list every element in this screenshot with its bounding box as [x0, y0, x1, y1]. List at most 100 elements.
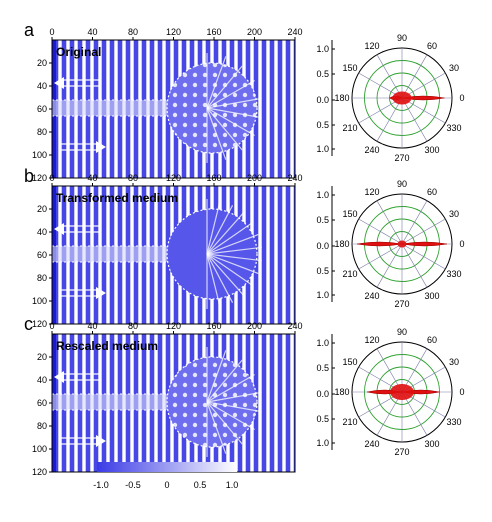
polar-spoke — [358, 243, 403, 270]
wave-ray — [206, 359, 243, 403]
angle-label: 240 — [364, 291, 379, 301]
polar-spoke — [401, 97, 428, 142]
side-lobes — [390, 384, 414, 400]
arrow-right-icon — [59, 287, 106, 299]
polar-plot: 1.00.50.00.51.09060300330300270240210180… — [316, 327, 464, 457]
arrow-left-icon — [54, 371, 101, 383]
angle-label: 150 — [343, 63, 358, 73]
angle-label: 300 — [424, 291, 439, 301]
radial-tick-label: 1.0 — [316, 438, 329, 448]
wave-ray — [206, 246, 262, 255]
channel-region — [52, 246, 172, 262]
x-tick-label: 240 — [287, 173, 302, 183]
x-tick-label: 80 — [128, 27, 138, 37]
side-lobes — [397, 240, 407, 248]
channel-region — [52, 100, 172, 116]
arrow-right-icon — [59, 435, 106, 447]
panel-letter: c — [24, 314, 33, 334]
y-tick-label: 80 — [37, 127, 47, 137]
panel-label: Transformed medium — [56, 191, 178, 205]
wave-ray — [206, 253, 259, 275]
polar-spoke — [376, 243, 403, 288]
colorbar: -1.0 -0.5 0 0.5 1.0 — [93, 462, 238, 490]
radial-tick-label: 0.0 — [316, 95, 329, 105]
radial-tick-label: 0.0 — [316, 241, 329, 251]
y-tick-label: 40 — [37, 81, 47, 91]
angle-label: 240 — [364, 145, 379, 155]
x-tick-label: 200 — [247, 27, 262, 37]
angle-label: 150 — [343, 209, 358, 219]
angle-label: 180 — [334, 387, 349, 397]
y-tick-label: 80 — [37, 421, 47, 431]
angle-label: 180 — [334, 239, 349, 249]
wave-ray — [206, 401, 227, 454]
side-lobes — [392, 91, 412, 105]
angle-label: 90 — [397, 327, 407, 337]
angle-label: 90 — [397, 33, 407, 43]
y-tick-label: 120 — [32, 173, 47, 183]
y-tick-label: 60 — [37, 398, 47, 408]
x-tick-label: 0 — [49, 321, 54, 331]
lens-region — [166, 356, 258, 448]
wave-ray — [206, 253, 262, 262]
colorbar-tick-4: 1.0 — [226, 480, 239, 490]
wave-ray — [206, 373, 255, 403]
arrow-right-icon — [59, 141, 106, 153]
wave-ray — [206, 205, 234, 255]
y-tick-label: 100 — [32, 444, 47, 454]
wave-ray — [206, 391, 262, 403]
x-tick-label: 40 — [87, 27, 97, 37]
wave-ray — [206, 233, 259, 255]
arrow-left-icon — [54, 77, 101, 89]
radial-tick-label: 0.0 — [316, 389, 329, 399]
x-tick-label: 160 — [206, 321, 221, 331]
x-tick-label: 160 — [206, 27, 221, 37]
y-tick-label: 20 — [37, 58, 47, 68]
polar-spoke — [376, 97, 403, 142]
y-tick-label: 20 — [37, 204, 47, 214]
x-tick-label: 80 — [128, 173, 138, 183]
angle-label: 330 — [446, 269, 461, 279]
colorbar-tick-2: 0 — [164, 480, 169, 490]
angle-label: 330 — [446, 123, 461, 133]
x-tick-label: 120 — [166, 27, 181, 37]
x-tick-label: 240 — [287, 27, 302, 37]
wave-ray — [206, 222, 253, 255]
x-tick-label: 0 — [49, 173, 54, 183]
wave-ray — [206, 350, 227, 403]
colorbar-tick-3: 0.5 — [194, 480, 207, 490]
angle-label: 270 — [394, 299, 409, 309]
y-tick-label: 60 — [37, 250, 47, 260]
x-tick-label: 120 — [166, 173, 181, 183]
radial-tick-label: 1.0 — [316, 144, 329, 154]
x-tick-label: 40 — [87, 321, 97, 331]
radial-tick-label: 0.5 — [316, 120, 329, 130]
angle-label: 180 — [334, 93, 349, 103]
angle-label: 30 — [449, 357, 459, 367]
polar-spoke — [401, 243, 428, 288]
wave-ray — [206, 97, 262, 109]
colorbar-tick-1: -0.5 — [125, 480, 141, 490]
polar-spoke — [401, 218, 446, 245]
panel-label: Rescaled medium — [56, 339, 158, 353]
wave-ray — [206, 212, 244, 255]
radial-tick-label: 0.5 — [316, 69, 329, 79]
lens-region — [166, 208, 258, 300]
panel-letter: a — [24, 20, 35, 40]
x-tick-label: 200 — [247, 173, 262, 183]
angle-label: 330 — [446, 417, 461, 427]
polar-spoke — [376, 200, 403, 245]
wave-ray — [206, 107, 243, 151]
y-tick-label: 100 — [32, 296, 47, 306]
y-tick-label: 120 — [32, 319, 47, 329]
x-tick-label: 120 — [166, 321, 181, 331]
arrow-left-icon — [54, 223, 101, 235]
main-lobe — [401, 95, 445, 101]
angle-label: 210 — [343, 123, 358, 133]
wave-ray — [206, 401, 243, 445]
angle-label: 120 — [364, 41, 379, 51]
wave-ray — [206, 107, 255, 137]
